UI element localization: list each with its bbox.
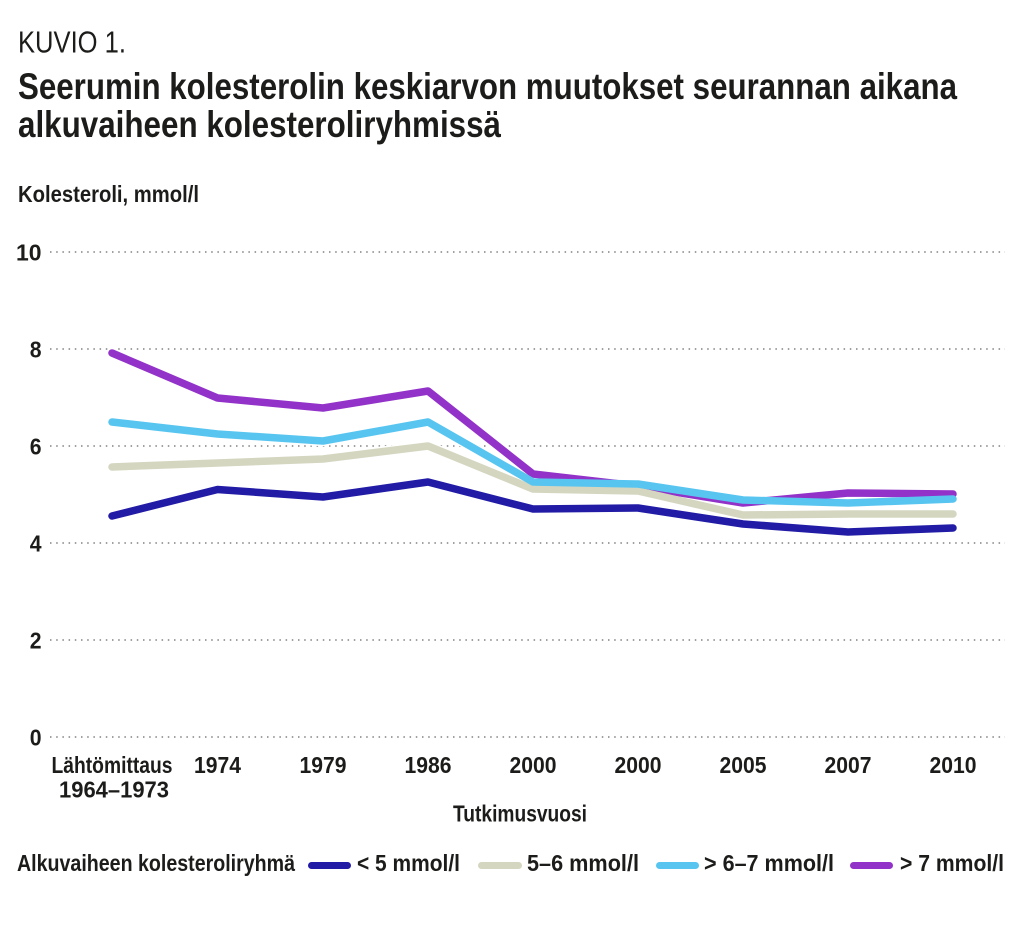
svg-text:10: 10 [16,240,42,266]
svg-text:6: 6 [30,434,42,460]
svg-text:5–6 mmol/l: 5–6 mmol/l [527,850,639,876]
svg-text:Kolesteroli, mmol/l: Kolesteroli, mmol/l [18,181,199,207]
svg-text:2005: 2005 [720,752,767,778]
svg-text:2007: 2007 [825,752,872,778]
svg-text:8: 8 [30,337,42,363]
svg-text:Seerumin kolesterolin keskiarv: Seerumin kolesterolin keskiarvon muutoks… [18,66,957,107]
svg-text:0: 0 [30,725,42,751]
svg-text:alkuvaiheen kolesteroliryhmiss: alkuvaiheen kolesteroliryhmissä [18,104,501,145]
svg-text:1986: 1986 [405,752,452,778]
svg-text:Alkuvaiheen kolesteroliryhmä: Alkuvaiheen kolesteroliryhmä [17,850,295,876]
svg-text:1979: 1979 [300,752,347,778]
svg-text:2000: 2000 [615,752,662,778]
svg-text:2: 2 [30,628,42,654]
svg-text:4: 4 [30,531,42,557]
svg-text:Tutkimusvuosi: Tutkimusvuosi [453,801,587,827]
svg-text:2010: 2010 [930,752,977,778]
svg-text:> 6–7 mmol/l: > 6–7 mmol/l [704,850,834,876]
svg-text:< 5 mmol/l: < 5 mmol/l [357,850,460,876]
svg-text:KUVIO 1.: KUVIO 1. [18,25,126,60]
svg-text:1974: 1974 [194,752,241,778]
svg-text:1964–1973: 1964–1973 [59,777,169,803]
svg-text:2000: 2000 [510,752,557,778]
svg-text:> 7 mmol/l: > 7 mmol/l [900,850,1004,876]
svg-text:Lähtömittaus: Lähtömittaus [52,752,173,778]
